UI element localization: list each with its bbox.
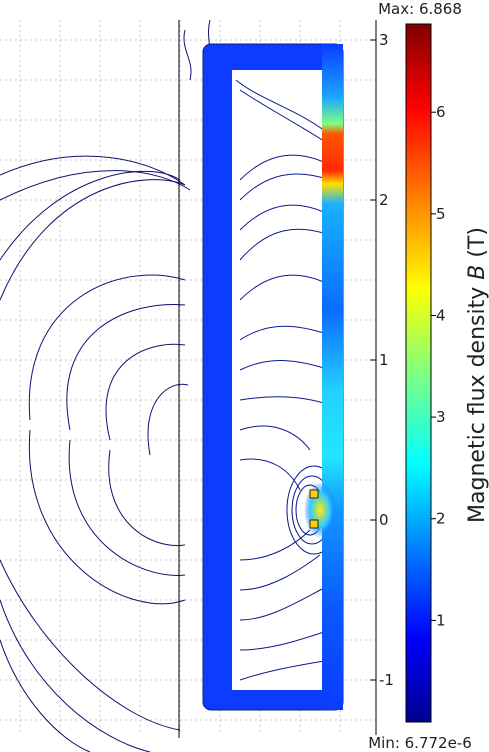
colorbar-tick-label: 4 — [436, 306, 446, 324]
colorbar-tick-label: 5 — [436, 205, 446, 223]
colorbar-tick-label: 1 — [436, 611, 446, 629]
field-lines-outer — [0, 19, 211, 752]
colorbar-tick-label: 6 — [436, 103, 446, 121]
coil-markers — [309, 489, 319, 529]
coil-hotspot — [304, 482, 336, 538]
y-axis-ticks: 3 2 1 0 -1 — [370, 31, 394, 689]
colorbar-title: Magnetic flux density B (T) — [465, 227, 489, 523]
y-tick-label: 0 — [379, 511, 389, 529]
colorbar-max-label: Max: 6.868 — [378, 0, 462, 18]
colorbar-tick-label: 2 — [436, 510, 446, 528]
colorbar-min-label: Min: 6.772e-6 — [368, 734, 472, 752]
y-tick-label: 3 — [379, 31, 389, 49]
colorbar-ticks: 1 2 3 4 5 6 — [431, 103, 446, 629]
colorbar-tick-label: 3 — [436, 408, 446, 426]
colorbar — [405, 23, 432, 723]
y-tick-label: 1 — [379, 351, 389, 369]
y-tick-label: 2 — [379, 191, 389, 209]
bore-field-strip — [322, 44, 343, 710]
y-tick-label: -1 — [379, 671, 394, 689]
